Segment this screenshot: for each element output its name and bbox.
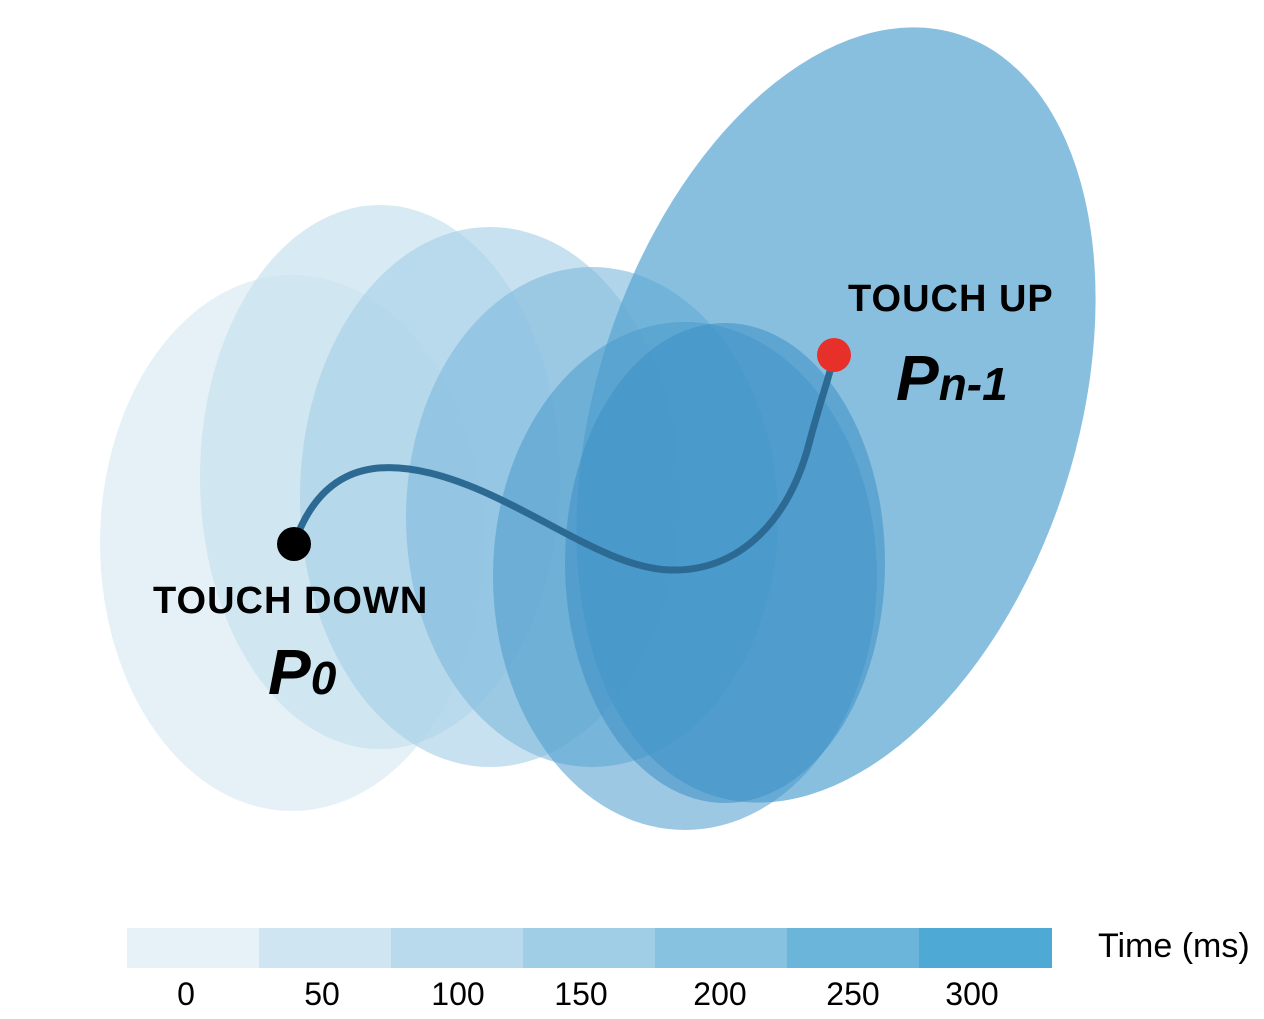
time-legend-bar — [127, 928, 1052, 968]
end-point-subscript: n-1 — [938, 358, 1008, 410]
touch-down-marker — [277, 527, 311, 561]
legend-tick-5: 250 — [826, 976, 880, 1012]
touch-up-marker — [817, 338, 851, 372]
start-point-label: P0 — [268, 640, 336, 704]
legend-tick-3: 150 — [554, 976, 608, 1012]
legend-tick-6: 300 — [945, 976, 999, 1012]
legend-swatch-4 — [655, 928, 788, 968]
legend-swatch-5 — [787, 928, 920, 968]
end-point-letter: P — [896, 342, 939, 414]
end-point-label: Pn-1 — [896, 346, 1008, 410]
legend-tick-4: 200 — [693, 976, 747, 1012]
legend-swatch-6 — [919, 928, 1052, 968]
legend-swatch-1 — [259, 928, 392, 968]
legend-swatch-0 — [127, 928, 260, 968]
time-ellipses — [100, 27, 1096, 830]
legend-swatch-3 — [523, 928, 656, 968]
legend-tick-2: 100 — [431, 976, 485, 1012]
legend-title: Time (ms) — [1098, 927, 1250, 965]
touch-up-label: TOUCH UP — [848, 278, 1054, 320]
start-point-subscript: 0 — [310, 652, 337, 704]
legend-swatch-2 — [391, 928, 524, 968]
legend-tick-0: 0 — [177, 976, 195, 1012]
start-point-letter: P — [268, 636, 311, 708]
legend-tick-1: 50 — [304, 976, 340, 1012]
swipe-trajectory — [290, 351, 838, 574]
touch-down-label: TOUCH DOWN — [153, 580, 429, 622]
